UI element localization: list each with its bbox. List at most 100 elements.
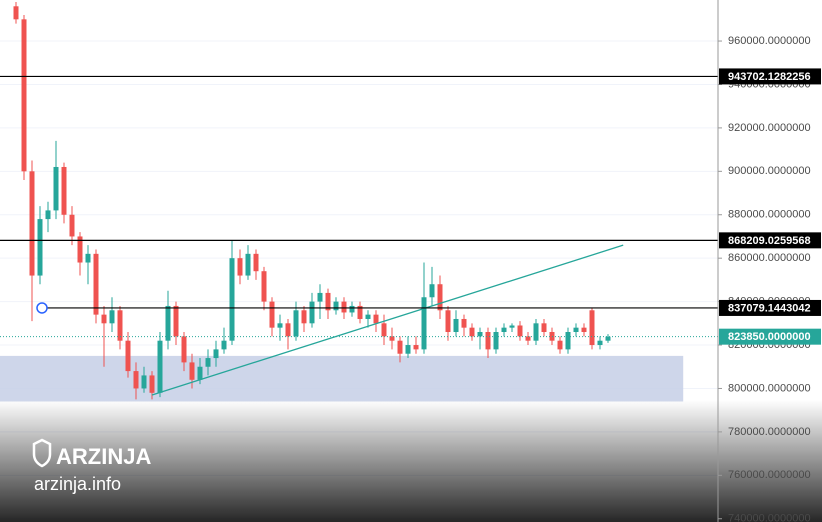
candle-body [277,323,283,328]
candle-body [181,336,187,363]
candle-body [197,366,203,380]
brand: ARZINJA [56,444,151,469]
y-tick-label: 760000.0000000 [728,469,811,481]
candle-body [285,323,291,337]
candle-body [45,210,51,220]
candle-body [509,325,515,328]
level-label: 837079.1443042 [728,302,811,314]
candle-body [293,310,299,337]
candle-body [325,292,331,311]
candle-body [589,310,595,346]
candle-body [565,332,571,350]
candle-body [93,253,99,315]
y-tick-label: 960000.0000000 [728,35,811,47]
candle-body [461,318,467,328]
candle-body [597,340,603,346]
last-price-label: 823850.0000000 [728,331,811,343]
zone [0,355,684,402]
candle-body [437,284,443,311]
logo [32,438,52,468]
candle-body [557,340,563,350]
candle-body [245,253,251,276]
candle-body [37,219,43,276]
candle-body [165,305,171,341]
candle-body [541,323,547,333]
candle-body [373,314,379,324]
y-tick-label: 900000.0000000 [728,165,811,177]
candle-body [469,327,475,337]
candle-body [533,323,539,341]
candle-body [445,310,451,333]
watermark: ARZINJA arzinja.info [32,438,151,494]
candle-body [405,345,411,354]
candle-body [13,6,19,20]
candle-body [237,258,243,276]
candle-body [397,340,403,354]
candle-body [381,323,387,337]
candle-body [69,214,75,237]
candle-body [349,305,355,313]
candle-body [101,314,107,324]
candle-body [253,253,259,272]
ray-handle [36,302,48,314]
candle-body [317,292,323,302]
level-tag [719,299,821,316]
candle-body [269,301,275,328]
candle-body [157,340,163,393]
candle-body [421,297,427,350]
shade [0,400,822,522]
candle-body [85,253,91,263]
site: arzinja.info [34,474,121,494]
candle-body [525,336,531,341]
candle-body [341,301,347,313]
candle-body [213,349,219,359]
candle-body [485,332,491,350]
price-axis: 960000.0000000940000.0000000920000.00000… [718,35,821,522]
candle-body [205,358,211,367]
candle-body [221,340,227,350]
candle-body [573,327,579,333]
candle-body [501,327,507,333]
candle-body [309,301,315,324]
y-tick-label: 800000.0000000 [728,382,811,394]
candle-body [429,284,435,298]
candle-body [117,310,123,341]
candle-body [149,375,155,393]
level-label: 943702.1282256 [728,71,811,83]
candle-body [133,371,139,389]
last-price-tag [719,328,821,345]
level-tag [719,232,821,249]
y-tick-label: 740000.0000000 [728,513,811,522]
candle-body [29,171,35,276]
y-tick-label: 860000.0000000 [728,252,811,264]
candle-body [413,345,419,350]
level-label: 868209.0259568 [728,235,811,247]
candle-body [125,340,131,372]
candle-body [301,310,307,324]
candle-body [109,310,115,324]
candle-body [605,336,611,341]
candle-body [21,19,27,172]
candle-body [357,305,363,319]
candle-body [53,166,59,211]
candle-body [365,314,371,319]
candle-body [77,236,83,263]
y-tick-label: 920000.0000000 [728,122,811,134]
candle-body [517,325,523,337]
trendline [151,244,624,396]
candle-body [173,305,179,337]
candle-body [453,318,459,333]
y-tick-label: 880000.0000000 [728,209,811,221]
candle-body [477,332,483,337]
candle-body [229,258,235,341]
candle-body [581,327,587,333]
candle-body [493,332,499,350]
y-tick-label: 780000.0000000 [728,426,811,438]
candle-body [61,166,67,215]
candle-body [333,301,339,311]
candle-body [389,336,395,341]
level-tag [719,68,821,85]
candle-body [141,375,147,389]
candle-body [189,362,195,380]
